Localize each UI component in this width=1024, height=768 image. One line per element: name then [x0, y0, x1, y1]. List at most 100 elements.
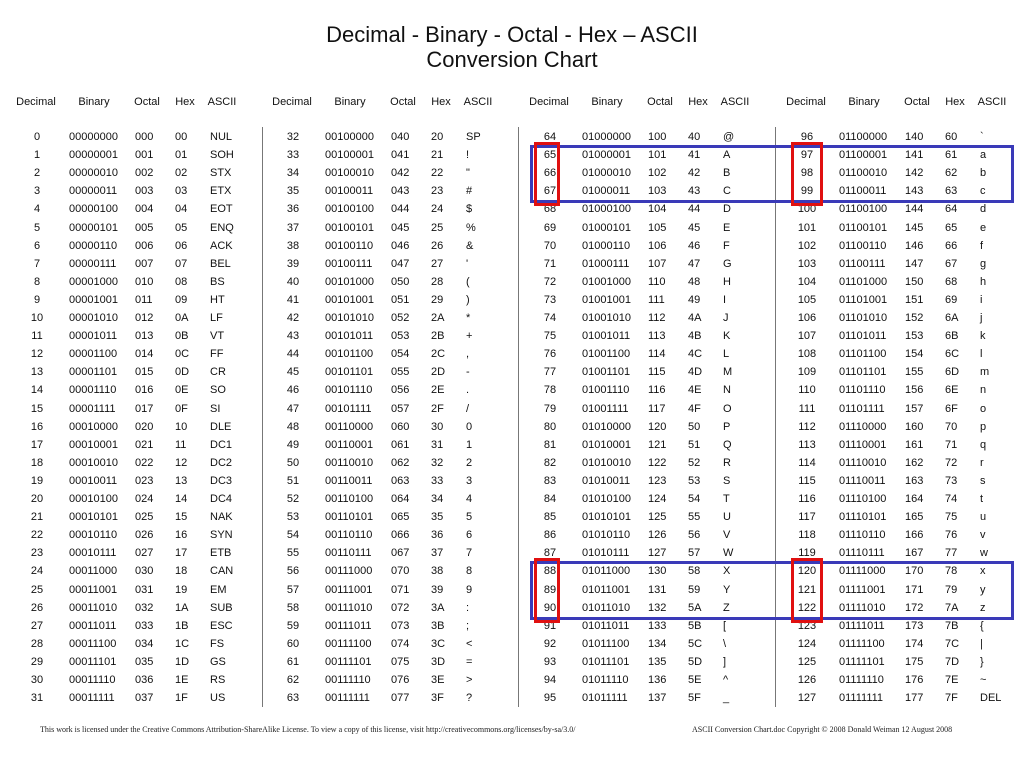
ascii-cell: e — [980, 221, 987, 234]
ascii-cell: ETB — [210, 547, 232, 560]
binary-cell: 00111001 — [325, 583, 373, 596]
binary-cell: 01101100 — [839, 348, 887, 361]
octal-cell: 065 — [391, 511, 410, 524]
ascii-cell: h — [980, 275, 987, 288]
binary-cell: 00000101 — [69, 221, 118, 234]
octal-cell: 176 — [905, 674, 924, 686]
ascii-cell: t — [980, 493, 984, 505]
column-header: Decimal — [529, 96, 569, 108]
octal-cell: 000 — [135, 131, 154, 143]
binary-cell: 00010000 — [69, 420, 118, 433]
hex-cell: 19 — [175, 583, 188, 596]
octal-cell: 103 — [648, 185, 667, 198]
binary-cell: 00011111 — [69, 692, 115, 705]
highlight-box-red — [791, 142, 823, 207]
binary-cell: 00001110 — [69, 384, 117, 397]
hex-cell: 1A — [175, 601, 189, 614]
binary-cell: 00110111 — [325, 547, 372, 560]
hex-cell: 57 — [688, 547, 701, 560]
hex-cell: 46 — [688, 239, 701, 252]
octal-cell: 020 — [135, 420, 154, 433]
hex-cell: 17 — [175, 547, 188, 560]
ascii-cell: LF — [210, 312, 223, 324]
decimal-cell: 76 — [543, 348, 557, 361]
column-header: Octal — [904, 96, 930, 108]
decimal-cell: 11 — [31, 330, 43, 343]
octal-cell: 153 — [905, 330, 924, 343]
hex-cell: 41 — [688, 149, 701, 162]
octal-cell: 002 — [135, 167, 154, 180]
decimal-cell: 121 — [797, 583, 817, 596]
octal-cell: 051 — [391, 293, 410, 306]
octal-cell: 145 — [905, 221, 924, 234]
hex-cell: 0E — [175, 384, 189, 397]
ascii-cell: I — [723, 293, 727, 306]
hex-cell: 5D — [688, 655, 703, 668]
decimal-cell: 45 — [286, 366, 300, 379]
octal-cell: 024 — [135, 493, 154, 505]
binary-cell: 01000011 — [582, 185, 631, 198]
binary-cell: 00101101 — [325, 366, 374, 379]
column-header: Hex — [175, 96, 195, 108]
license-footer: This work is licensed under the Creative… — [40, 725, 576, 734]
ascii-cell: ` — [980, 131, 984, 143]
hex-cell: 7F — [945, 692, 958, 705]
decimal-cell: 123 — [797, 619, 817, 632]
hex-cell: 1C — [175, 637, 190, 650]
decimal-cell: 19 — [30, 474, 44, 487]
decimal-cell: 25 — [30, 583, 44, 596]
binary-cell: 00101110 — [325, 384, 373, 397]
octal-cell: 045 — [391, 221, 410, 234]
hex-cell: 58 — [688, 565, 701, 578]
ascii-cell: STX — [210, 167, 232, 180]
decimal-cell: 49 — [286, 438, 300, 451]
binary-cell: 00010011 — [69, 474, 118, 487]
octal-cell: 166 — [905, 529, 924, 542]
ascii-cell: * — [466, 312, 471, 324]
column-header: ASCII — [977, 96, 1007, 108]
column-header: Binary — [848, 96, 880, 108]
binary-cell: 00100000 — [325, 131, 374, 143]
hex-cell: 53 — [688, 474, 701, 487]
hex-cell: 68 — [945, 275, 958, 288]
hex-cell: 0F — [175, 402, 188, 415]
octal-cell: 026 — [135, 529, 154, 542]
ascii-cell: " — [466, 167, 470, 180]
ascii-cell: D — [723, 203, 731, 216]
binary-cell: 00000010 — [69, 167, 118, 180]
octal-cell: 010 — [135, 275, 154, 288]
octal-cell: 062 — [391, 456, 410, 469]
decimal-cell: 96 — [800, 131, 814, 143]
decimal-cell: 122 — [797, 601, 817, 614]
binary-cell: 00111110 — [325, 674, 371, 686]
binary-cell: 01001111 — [582, 402, 629, 415]
binary-cell: 00011011 — [69, 619, 117, 632]
decimal-cell: 16 — [30, 420, 44, 433]
octal-cell: 124 — [648, 493, 667, 505]
octal-cell: 022 — [135, 456, 154, 469]
octal-cell: 161 — [905, 438, 924, 451]
binary-cell: 00110011 — [325, 474, 373, 487]
ascii-cell: 4 — [466, 493, 473, 505]
decimal-cell: 80 — [543, 420, 557, 433]
decimal-cell: 32 — [286, 131, 300, 143]
hex-cell: 55 — [688, 511, 701, 524]
octal-cell: 016 — [135, 384, 154, 397]
decimal-cell: 34 — [286, 167, 300, 180]
decimal-cell: 70 — [543, 239, 557, 252]
binary-cell: 00110101 — [325, 511, 374, 524]
ascii-cell: BS — [210, 275, 225, 288]
octal-cell: 004 — [135, 203, 154, 216]
octal-cell: 015 — [135, 366, 154, 379]
hex-cell: 1E — [175, 674, 189, 686]
octal-cell: 013 — [135, 330, 154, 343]
hex-cell: 0D — [175, 366, 190, 379]
octal-cell: 011 — [135, 293, 153, 306]
binary-cell: 01010100 — [582, 493, 631, 505]
hex-cell: 1B — [175, 619, 189, 632]
decimal-cell: 110 — [798, 384, 816, 397]
octal-cell: 005 — [135, 221, 154, 234]
decimal-cell: 107 — [797, 330, 817, 343]
hex-cell: 78 — [945, 565, 958, 578]
binary-cell: 00111100 — [325, 637, 372, 650]
